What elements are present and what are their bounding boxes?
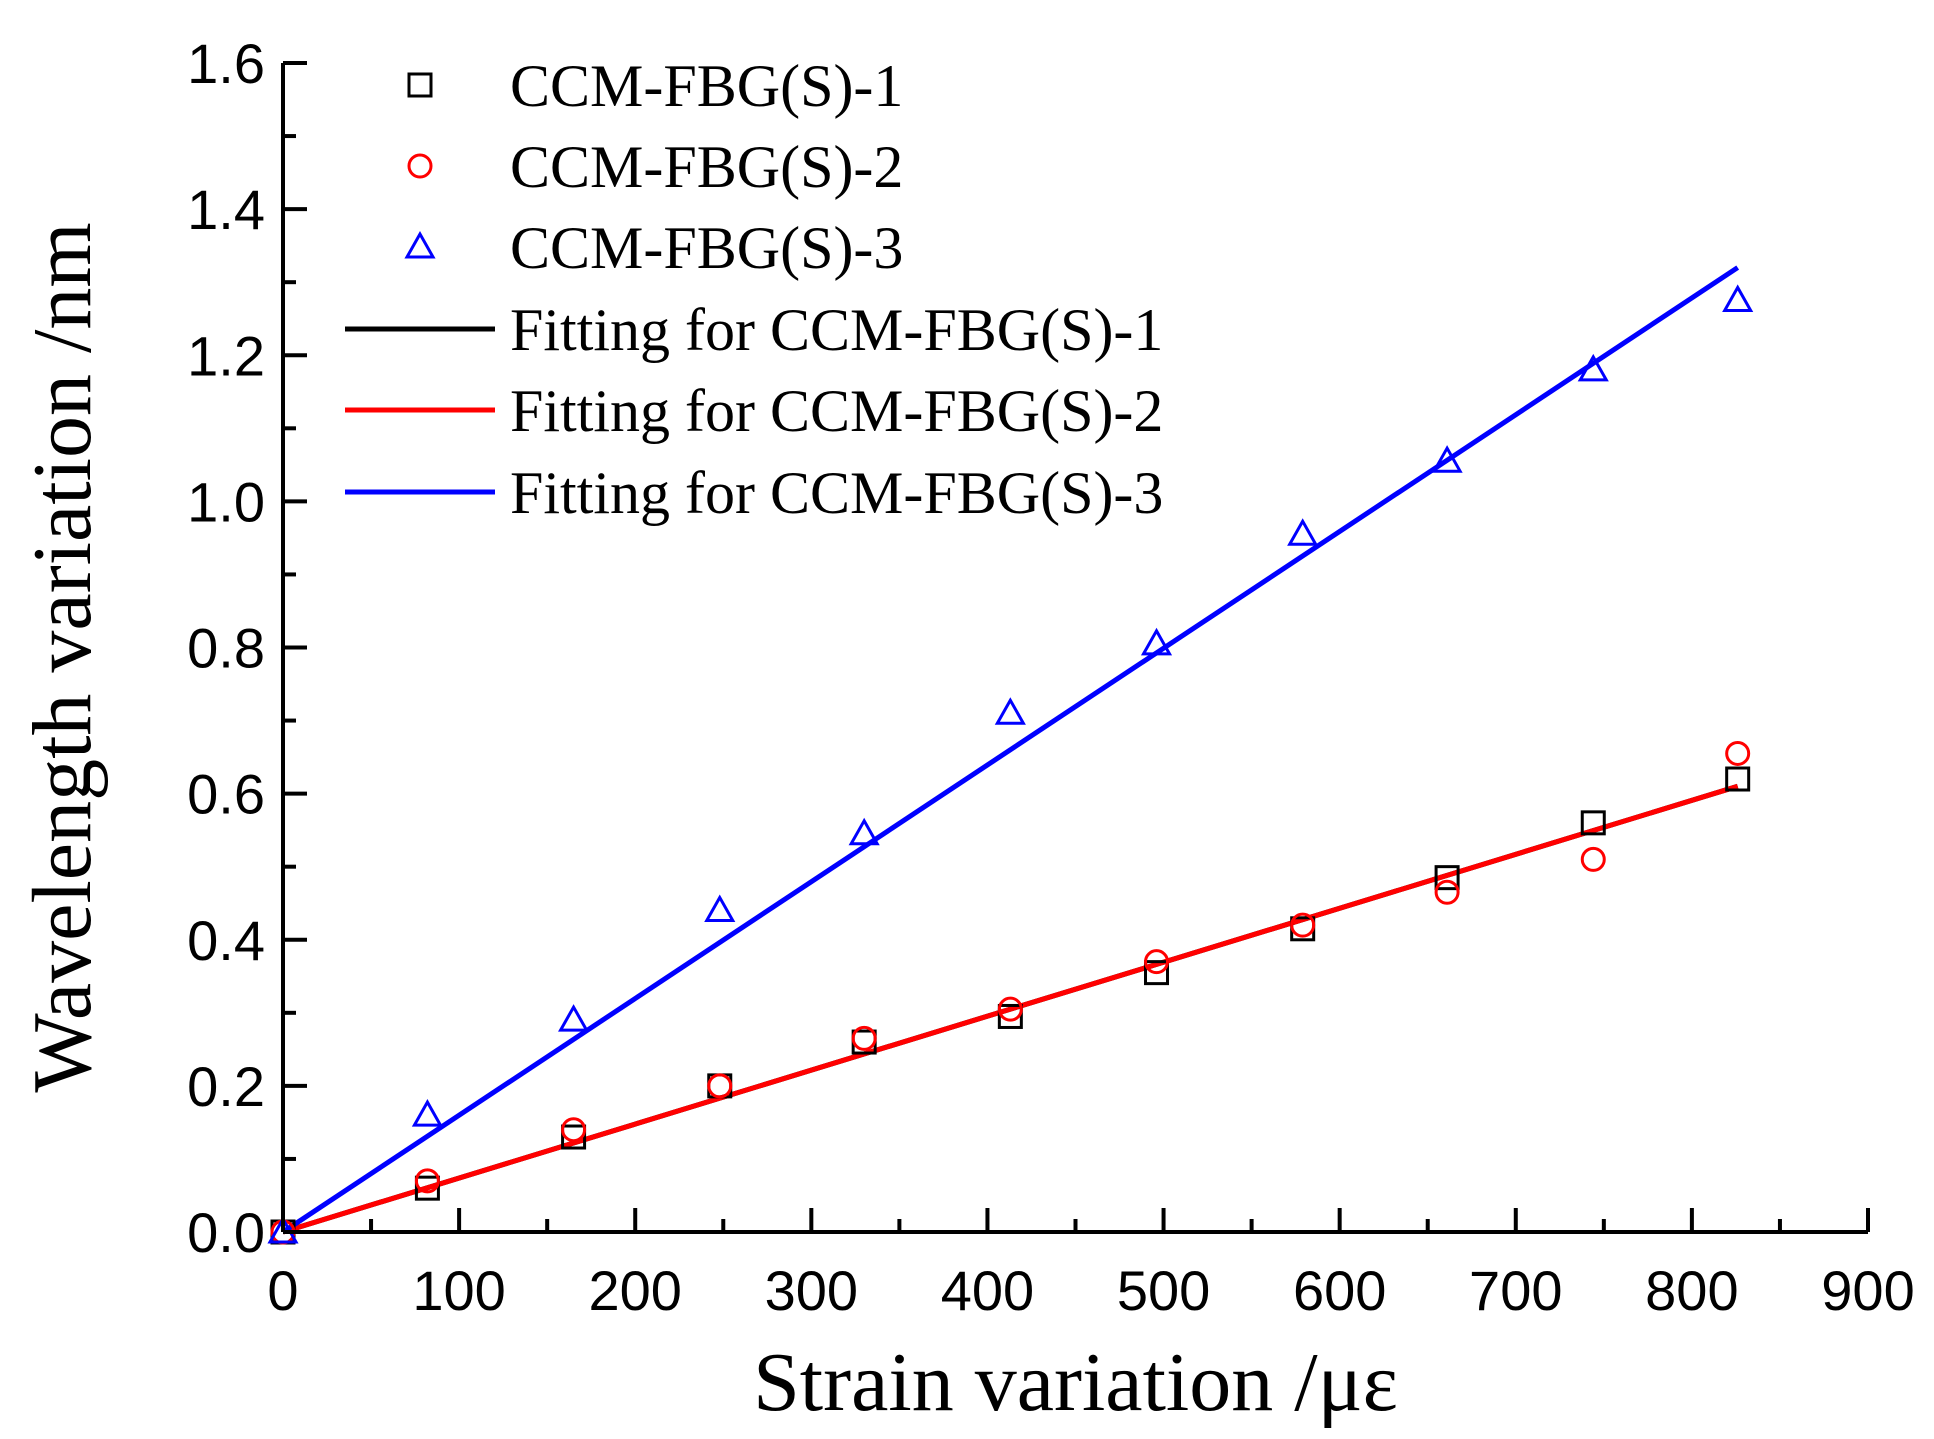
data-point-series-2	[1580, 846, 1606, 872]
data-point-series-3	[411, 1099, 443, 1127]
y-tick-label: 0.0	[187, 1201, 265, 1264]
x-axis-title: Strain variation /με	[753, 1336, 1398, 1429]
x-tick-label: 400	[941, 1259, 1034, 1322]
x-tick-label: 100	[412, 1259, 505, 1322]
legend-label: Fitting for CCM-FBG(S)-3	[510, 460, 1163, 526]
x-tick-label: 200	[589, 1259, 682, 1322]
legend-label: Fitting for CCM-FBG(S)-1	[510, 297, 1163, 363]
data-point-series-3	[1287, 518, 1319, 546]
data-point-series-3	[1577, 353, 1609, 382]
x-tick-label: 900	[1821, 1259, 1914, 1322]
data-point-series-2	[1725, 740, 1751, 766]
data-point-series-2	[997, 996, 1023, 1022]
y-tick-label: 0.4	[187, 909, 265, 972]
data-point-series-2	[1290, 912, 1316, 938]
legend-label: CCM-FBG(S)-1	[510, 53, 903, 119]
x-tick-label: 800	[1645, 1259, 1738, 1322]
data-point-series-3	[704, 894, 736, 923]
data-point-series-3	[558, 1004, 590, 1032]
x-tick-label: 0	[267, 1259, 298, 1322]
legend-label: CCM-FBG(S)-2	[510, 134, 903, 200]
data-point-series-2	[1434, 879, 1460, 905]
y-tick-label: 1.0	[187, 470, 265, 533]
data-point-series-2	[707, 1073, 733, 1099]
data-point-series-2	[851, 1025, 877, 1051]
x-tick-label: 600	[1293, 1259, 1386, 1322]
data-point-series-1	[1434, 865, 1460, 891]
y-tick-label: 1.4	[187, 178, 265, 241]
data-point-series-1	[561, 1124, 587, 1150]
legend-marker	[407, 153, 433, 179]
data-point-series-3	[848, 817, 880, 846]
x-tick-label: 500	[1117, 1259, 1210, 1322]
y-tick-label: 1.2	[187, 324, 265, 387]
data-point-series-1	[1580, 810, 1606, 836]
y-tick-label: 1.6	[187, 32, 265, 95]
data-point-series-1	[1144, 960, 1170, 986]
fit-line-2	[282, 783, 1739, 1235]
data-point-series-1	[997, 1003, 1023, 1029]
data-point-series-2	[561, 1117, 587, 1143]
legend-marker	[407, 72, 433, 98]
data-point-series-3	[1140, 627, 1173, 656]
data-points	[267, 284, 1754, 1245]
y-tick-label: 0.2	[187, 1055, 265, 1118]
data-point-series-3	[1722, 284, 1754, 312]
legend-label: Fitting for CCM-FBG(S)-2	[510, 378, 1163, 444]
fit-line-3	[281, 265, 1740, 1235]
x-tick-label: 700	[1469, 1259, 1562, 1322]
x-tick-label: 300	[765, 1259, 858, 1322]
legend: CCM-FBG(S)-1 CCM-FBG(S)-2 CCM-FBG(S)-3 Fitt…	[345, 53, 1163, 526]
data-point-series-2	[414, 1168, 440, 1194]
data-point-series-3	[1431, 445, 1463, 473]
y-axis-title: Wavelength variation /nm	[16, 222, 109, 1092]
legend-label: CCM-FBG(S)-3	[510, 215, 903, 281]
fit-lines	[281, 265, 1740, 1235]
y-tick-label: 0.8	[187, 617, 265, 680]
data-point-series-1	[414, 1175, 440, 1201]
data-point-series-3	[994, 697, 1026, 725]
legend-marker	[404, 230, 436, 259]
y-tick-label: 0.6	[187, 763, 265, 826]
data-point-series-2	[1144, 949, 1170, 975]
data-point-series-1	[1725, 766, 1751, 792]
axes: 0 100 200 300 400 500 600 700 800 900 0.0 0.2 0.4 0.6…	[187, 32, 1915, 1322]
